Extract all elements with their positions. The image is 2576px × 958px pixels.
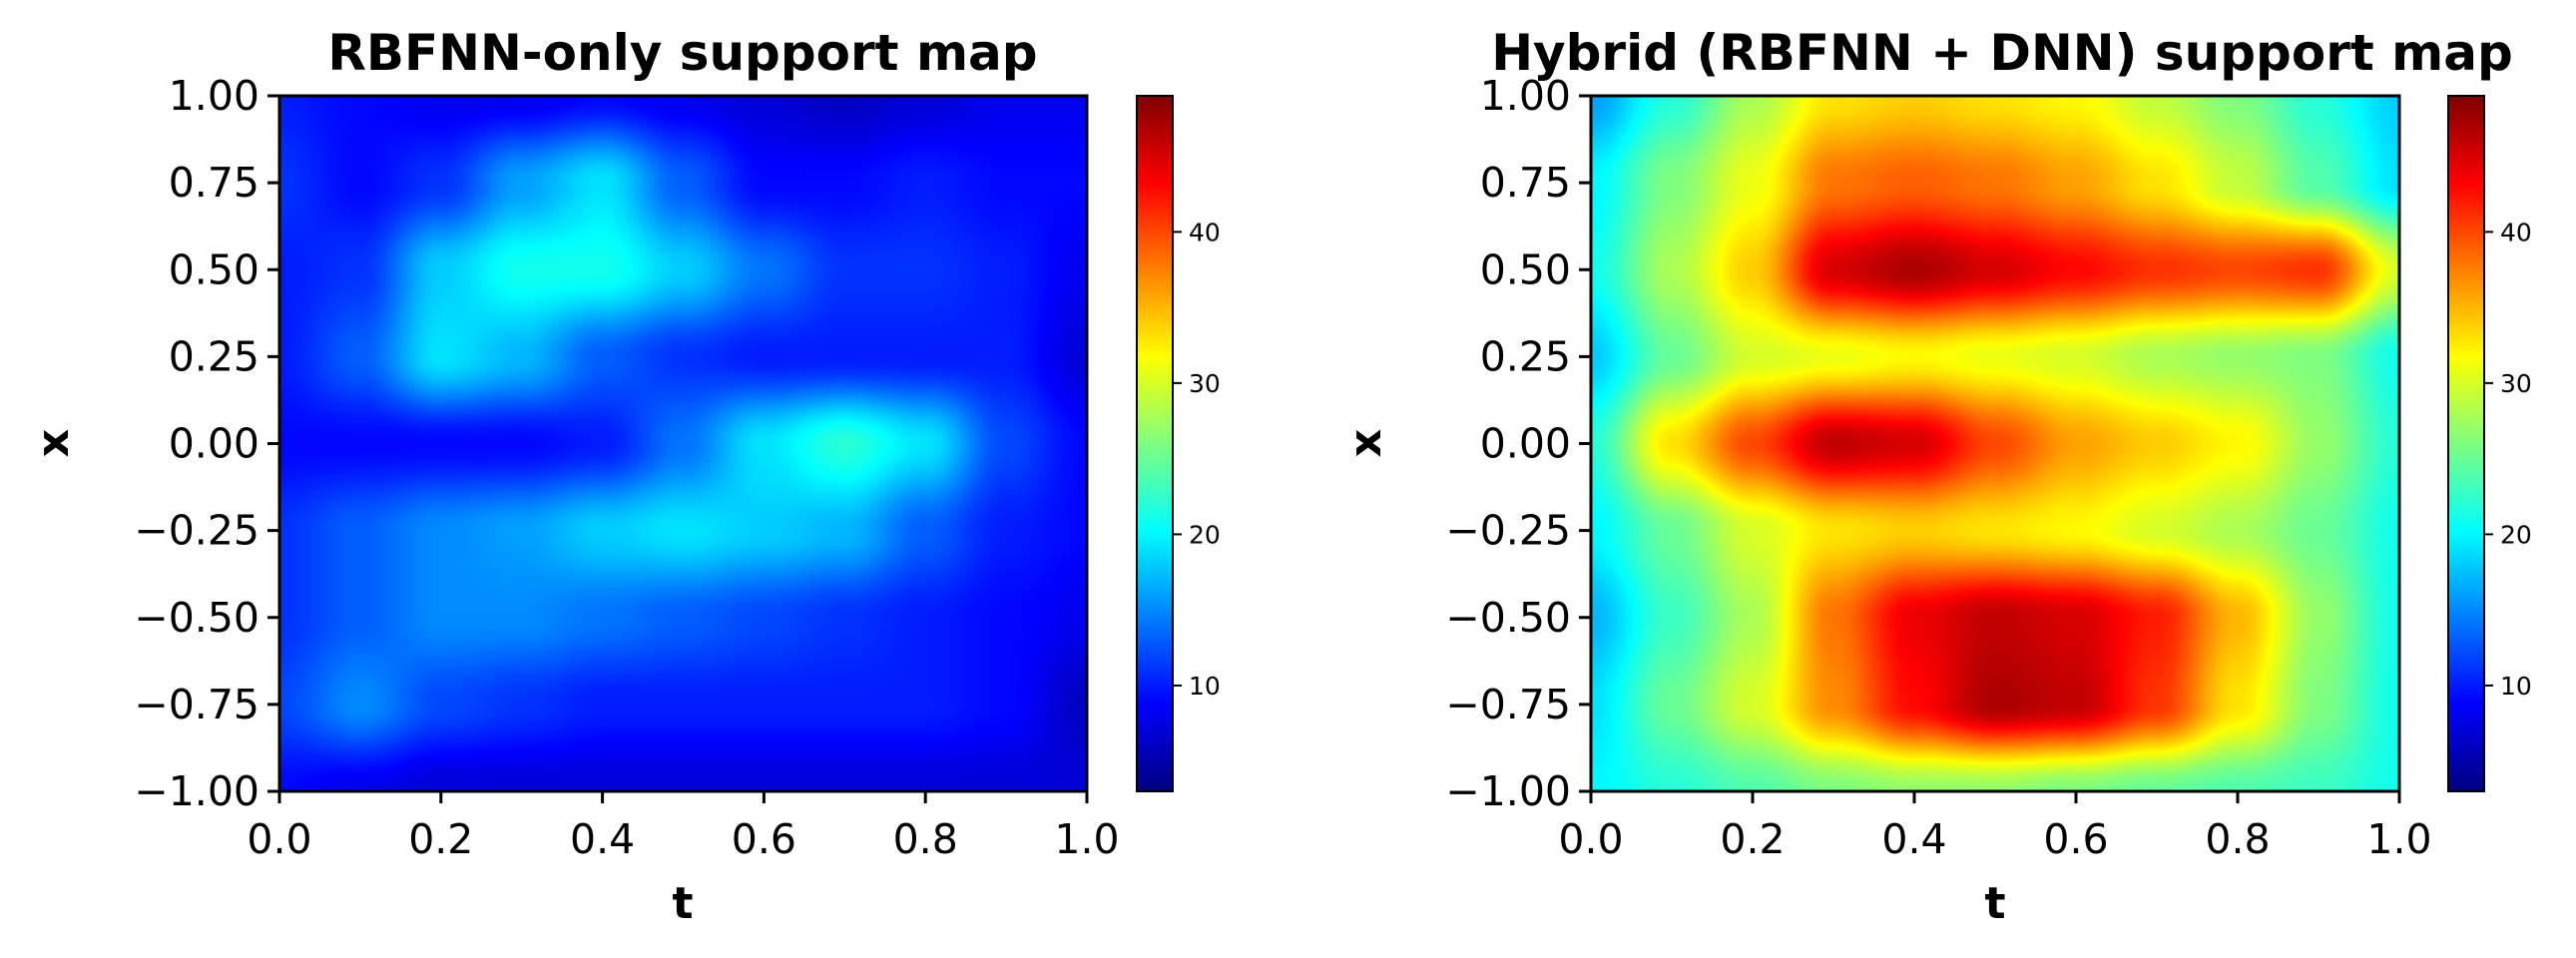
x-tick-label: 0.2	[408, 815, 473, 863]
x-tick-label: 0.4	[570, 815, 635, 863]
x-tick-label: 0.4	[1881, 815, 1946, 863]
y-tick-label: −0.50	[1445, 594, 1571, 642]
colorbar-tick-label: 40	[1189, 218, 1221, 246]
x-tick-label: 0.2	[1720, 815, 1785, 863]
colorbar-tick-label: 30	[2500, 369, 2532, 398]
heatmap-panel-hybrid: Hybrid (RBFNN + DNN) support map 1.00 0.7…	[1340, 24, 2532, 929]
chart-title: RBFNN-only support map	[327, 24, 1037, 82]
x-tick-label: 1.0	[2366, 815, 2431, 863]
y-tick-label: 0.25	[169, 332, 259, 380]
y-tick-label: 0.75	[169, 159, 259, 207]
colorbar-tick-label: 20	[1189, 520, 1221, 549]
y-tick-label: 0.50	[169, 245, 259, 293]
x-tick-label: 0.6	[2043, 815, 2108, 863]
x-tick-label: 0.8	[2205, 815, 2270, 863]
colorbar-frame	[1136, 95, 1174, 792]
colorbar-axis: 10 20 30 40	[2484, 218, 2532, 701]
colorbar-tick-label: 20	[2500, 520, 2532, 549]
y-axis-label: x	[1340, 429, 1391, 457]
x-tick-label: 1.0	[1054, 815, 1119, 863]
y-tick-label: −0.75	[134, 681, 259, 728]
x-axis: 0.0 0.2 0.4 0.6 0.8 1.0	[247, 791, 1120, 863]
x-axis-label: t	[1984, 878, 2005, 929]
y-tick-label: −1.00	[134, 767, 259, 815]
y-axis: 1.00 0.75 0.50 0.25 0.00 −0.25 −0.50 −0.75 −1.00	[1445, 72, 1591, 815]
y-tick-label: 0.25	[1480, 332, 1571, 380]
y-tick-label: −1.00	[1445, 767, 1571, 815]
y-tick-label: 0.00	[169, 420, 259, 468]
colorbar-tick-label: 40	[2500, 218, 2532, 246]
x-tick-label: 0.0	[247, 815, 311, 863]
y-axis-label: x	[28, 429, 79, 457]
x-tick-label: 0.6	[732, 815, 796, 863]
y-tick-label: 0.00	[1480, 420, 1571, 468]
x-tick-label: 0.0	[1558, 815, 1623, 863]
colorbar-tick-label: 30	[1189, 369, 1221, 398]
y-tick-label: −0.75	[1445, 681, 1571, 728]
colorbar-tick-label: 10	[2500, 672, 2532, 701]
y-tick-label: −0.25	[1445, 507, 1571, 555]
heatmap-image	[1591, 96, 2399, 791]
y-tick-label: −0.50	[134, 594, 259, 642]
colorbar-tick-label: 10	[1189, 672, 1221, 701]
colorbar-axis: 10 20 30 40	[1173, 218, 1221, 701]
y-tick-label: −0.25	[134, 507, 259, 555]
heatmap-panel-rbfnn: RBFNN-only support map 1.00 0.75 0.50 0.25 0…	[28, 24, 1221, 929]
y-tick-label: 1.00	[1480, 72, 1571, 120]
x-axis-label: t	[672, 878, 693, 929]
heatmap-image	[279, 96, 1087, 791]
y-tick-label: 0.75	[1480, 159, 1571, 207]
x-axis: 0.0 0.2 0.4 0.6 0.8 1.0	[1558, 791, 2432, 863]
colorbar-frame	[2447, 95, 2485, 792]
chart-title: Hybrid (RBFNN + DNN) support map	[1491, 24, 2513, 82]
x-tick-label: 0.8	[893, 815, 958, 863]
colorbar	[2448, 96, 2484, 791]
y-tick-label: 1.00	[169, 72, 259, 120]
colorbar	[1137, 96, 1173, 791]
y-axis: 1.00 0.75 0.50 0.25 0.00 −0.25 −0.50 −0.75 −1.00	[134, 72, 279, 815]
y-tick-label: 0.50	[1480, 245, 1571, 293]
